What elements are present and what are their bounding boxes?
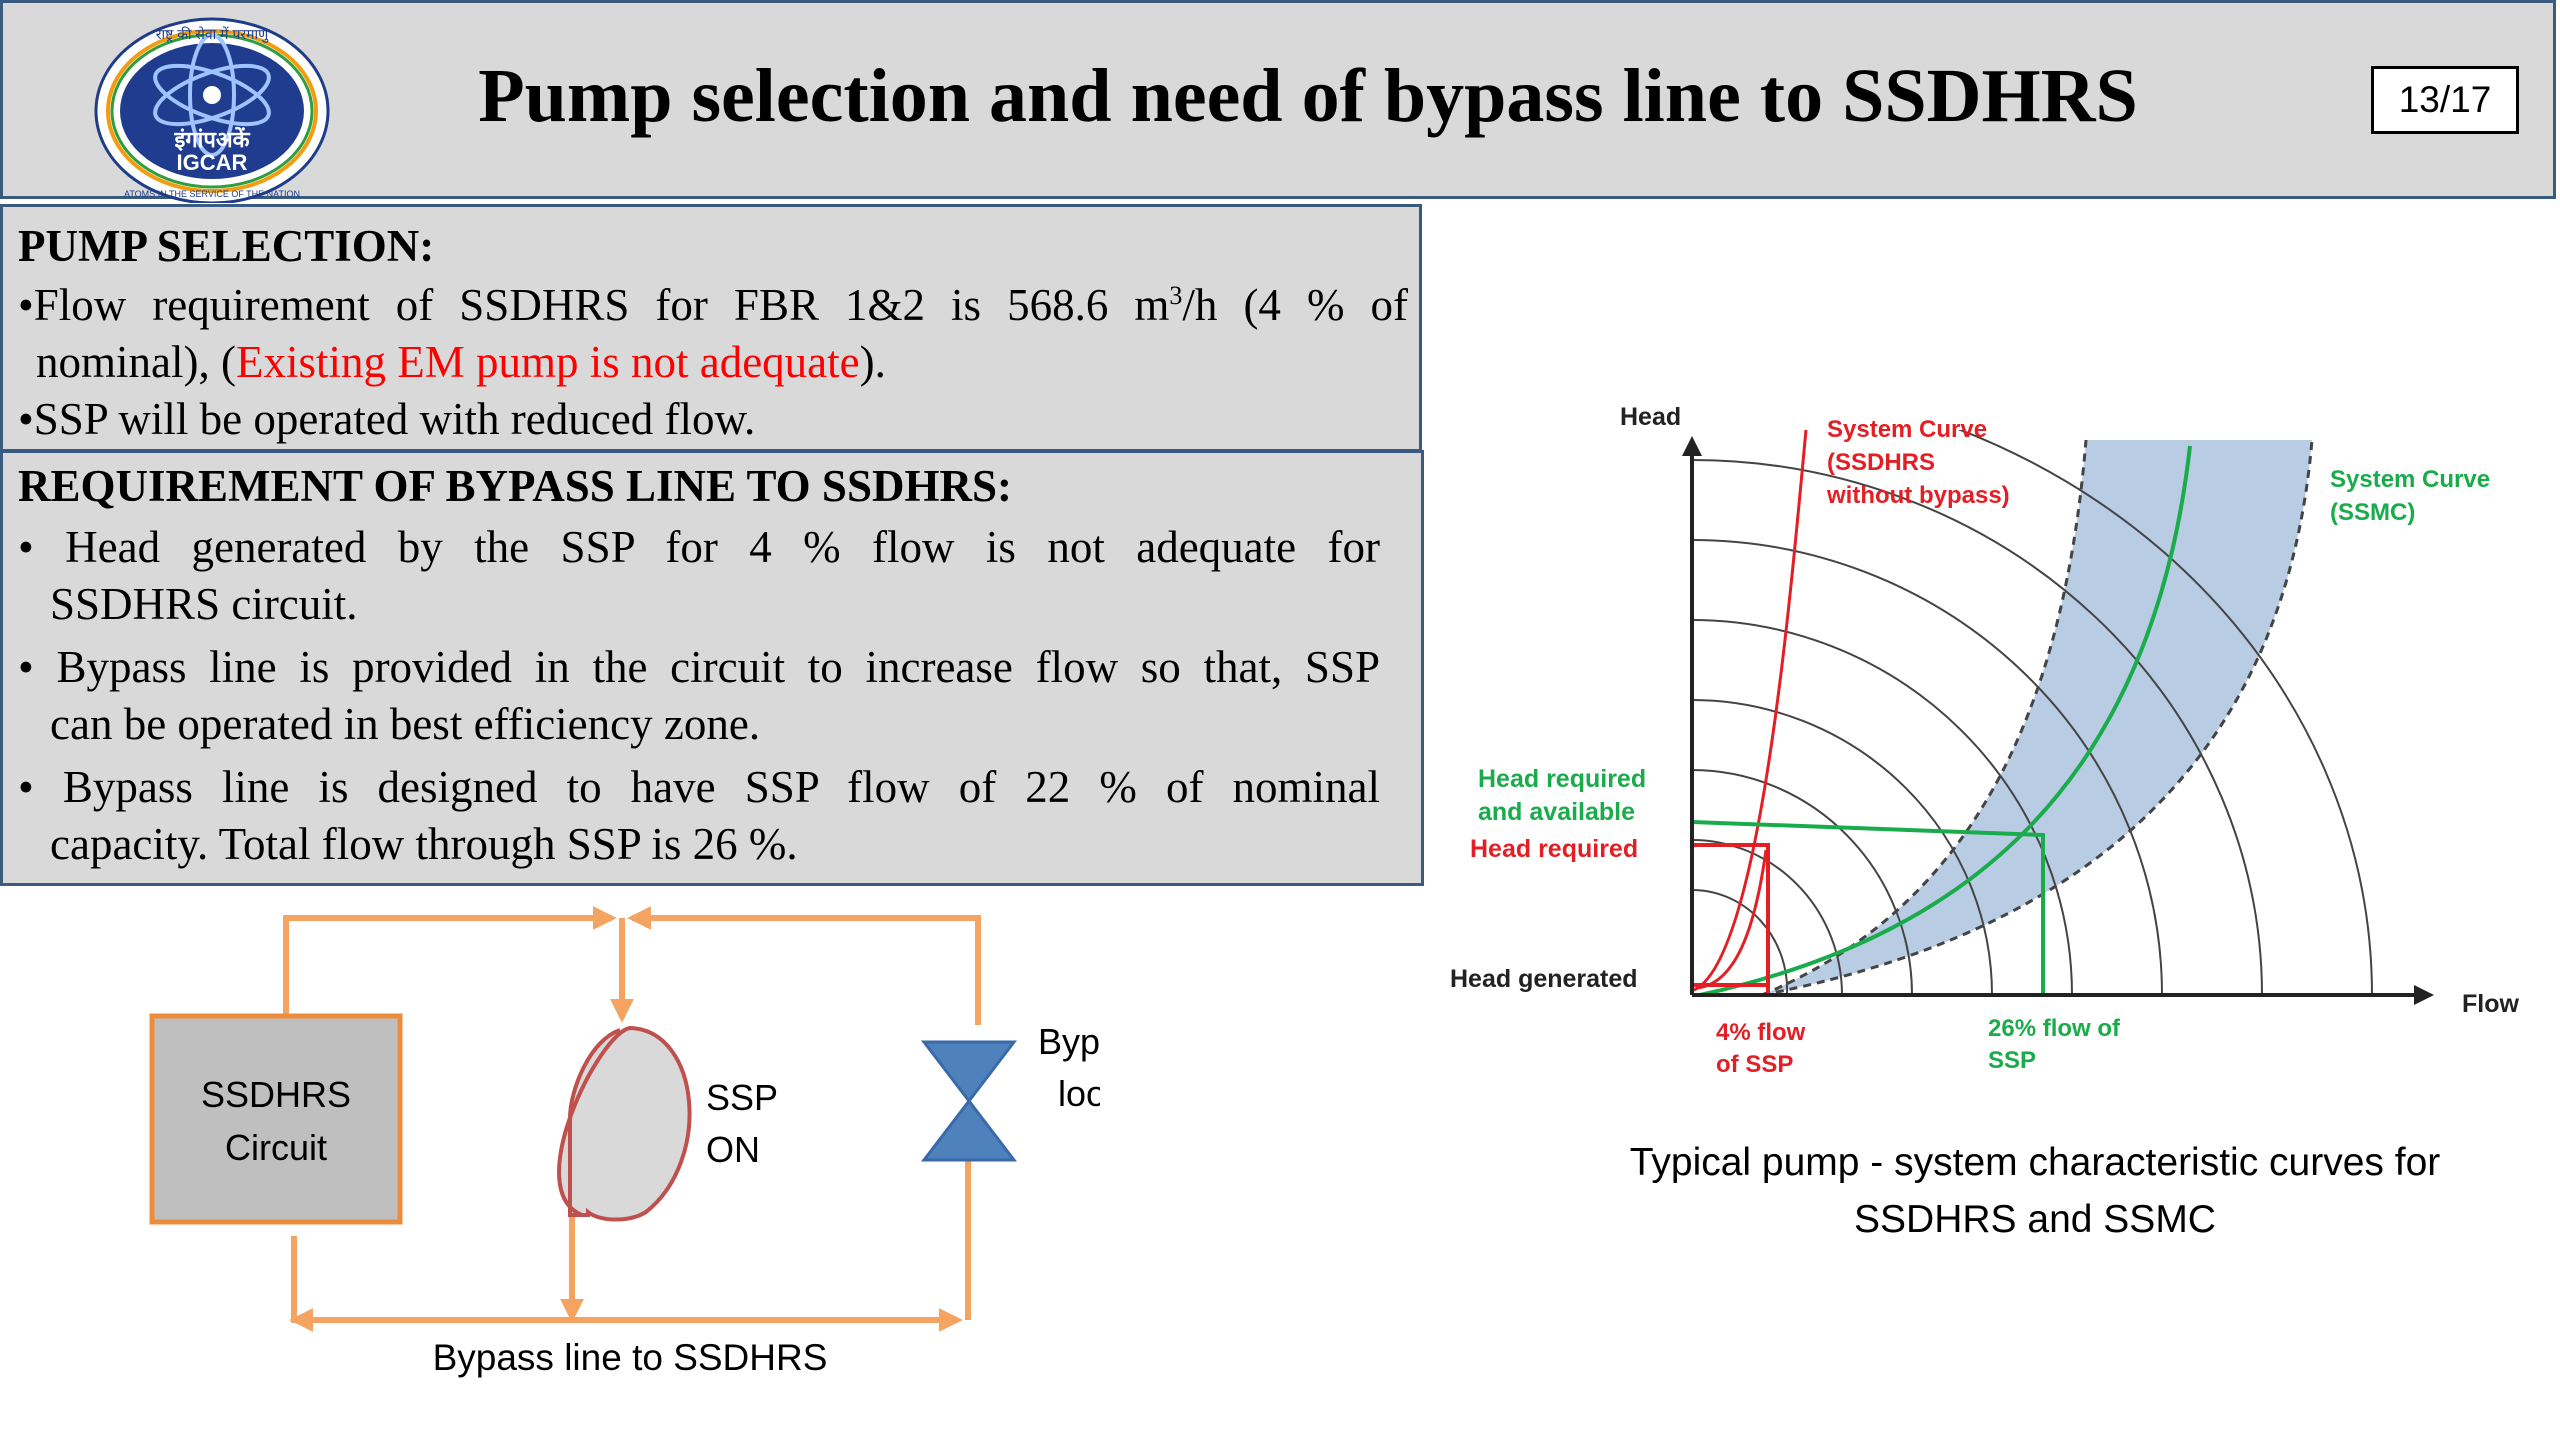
- existing-em-pump-warning: Existing EM pump is not adequate: [235, 337, 860, 387]
- ssp-pump-icon: [557, 1025, 692, 1222]
- page-number: 13/17: [2371, 66, 2519, 134]
- bypass-valve-icon: [920, 1040, 1018, 1162]
- bypass-bullet-1-cont: SSDHRS circuit.: [50, 579, 358, 629]
- bypass-requirement-box: REQUIREMENT OF BYPASS LINE TO SSDHRS: • …: [0, 450, 1424, 886]
- ssp-label-2: ON: [706, 1129, 760, 1170]
- igcar-logo-icon: इंगांपअकें IGCAR राष्ट्र की सेवा में परम…: [94, 17, 330, 203]
- bypass-bullet-3-cont: capacity. Total flow through SSP is 26 %…: [50, 819, 798, 869]
- logo-top-motto: राष्ट्र की सेवा में परमाणु: [156, 26, 270, 43]
- logo-bottom-motto: ATOMS IN THE SERVICE OF THE NATION: [124, 189, 300, 199]
- flow-26-label-1: 26% flow of: [1988, 1015, 2121, 1042]
- bypass-bullet-3: • Bypass line is designed to have SSP fl…: [18, 762, 1380, 812]
- y-axis-label: Head: [1620, 403, 1681, 431]
- circuit-caption: Bypass line to SSDHRS: [433, 1337, 828, 1378]
- ssmc-band: [1762, 440, 2312, 995]
- pump-system-curves-diagram: Head Flow System Curve (SSDHRS without b…: [1450, 403, 2519, 1241]
- ssp-label-1: SSP: [706, 1077, 778, 1118]
- head-req-avail-label-1: Head required: [1478, 765, 1646, 793]
- chart-caption-2: SSDHRS and SSMC: [1854, 1198, 2216, 1241]
- ssdhrs-curve-label-3: without bypass): [1826, 482, 2010, 509]
- flow-4-label-1: 4% flow: [1716, 1019, 1806, 1046]
- ssdhrs-circuit-label-2: Circuit: [225, 1127, 327, 1168]
- ssmc-band-left-edge: [1761, 439, 2088, 997]
- logo-hindi-text: इंगांपअकें: [173, 126, 250, 152]
- pump-selection-bullet-1: •Flow requirement of SSDHRS for FBR 1&2 …: [18, 280, 1408, 330]
- pump-selection-bullet-1-cont: nominal), (Existing EM pump is not adequ…: [36, 337, 886, 387]
- head-req-avail-label-2: and available: [1478, 798, 1635, 826]
- valve-label-2: loop: [1058, 1073, 1100, 1114]
- ssmc-curve-label-2: (SSMC): [2330, 499, 2415, 526]
- flow-4-label-2: of SSP: [1716, 1051, 1793, 1078]
- header-bar: इंगांपअकें IGCAR राष्ट्र की सेवा में परम…: [0, 0, 2556, 203]
- bypass-bullet-1: • Head generated by the SSP for 4 % flow…: [18, 522, 1380, 572]
- bypass-requirement-heading: REQUIREMENT OF BYPASS LINE TO SSDHRS:: [18, 461, 1012, 511]
- pump-selection-box: PUMP SELECTION: •Flow requirement of SSD…: [0, 204, 1422, 452]
- logo-igcar-text: IGCAR: [177, 150, 248, 175]
- ssdhrs-curve-label-1: System Curve: [1827, 416, 1987, 443]
- head-generated-label: Head generated: [1450, 965, 1638, 993]
- x-axis-label: Flow: [2462, 990, 2519, 1018]
- chart-caption-1: Typical pump - system characteristic cur…: [1630, 1141, 2441, 1184]
- ssmc-band-right-edge: [1761, 439, 2314, 997]
- pump-selection-heading: PUMP SELECTION:: [18, 221, 435, 271]
- bypass-bullet-2-cont: can be operated in best efficiency zone.: [50, 699, 761, 749]
- ssdhrs-curve-label-2: (SSDHRS: [1827, 449, 1935, 476]
- head-required-lines: [1692, 843, 1770, 995]
- ssdhrs-system-curve: [1693, 429, 1808, 992]
- ssdhrs-circuit-label-1: SSDHRS: [201, 1074, 351, 1115]
- pipe-lines: [283, 906, 981, 1332]
- ssmc-curve-label-1: System Curve: [2330, 466, 2490, 493]
- ssmc-operating-point-lines: [1691, 820, 2045, 995]
- ssdhrs-circuit-box: [149, 1013, 403, 1225]
- valve-label-1: Bypass: [1038, 1021, 1100, 1062]
- flow-26-label-2: SSP: [1988, 1047, 2036, 1074]
- head-required-label: Head required: [1470, 835, 1638, 863]
- slide-title: Pump selection and need of bypass line t…: [478, 54, 2138, 138]
- pump-selection-bullet-2: •SSP will be operated with reduced flow.: [18, 394, 756, 444]
- bypass-circuit-diagram: SSDHRS Circuit SSP ON Bypass loop Bypass…: [149, 906, 1100, 1378]
- bypass-bullet-2: • Bypass line is provided in the circuit…: [18, 642, 1380, 692]
- ssdhrs-pump-curve: [1695, 849, 1768, 990]
